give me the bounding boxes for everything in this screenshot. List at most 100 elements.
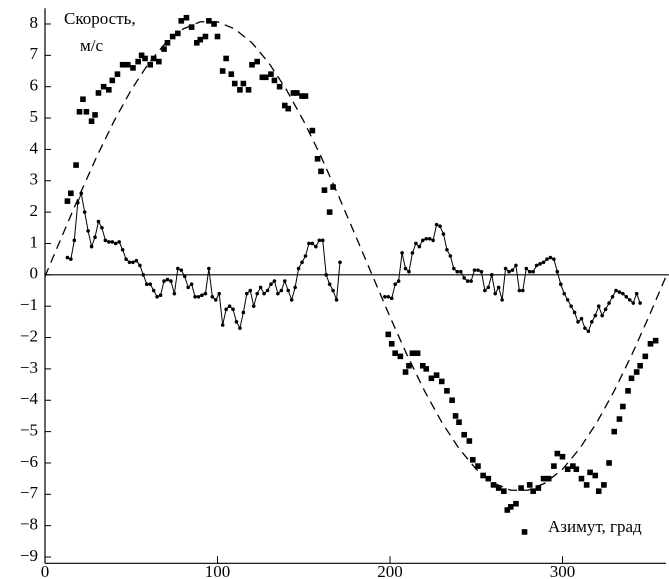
line-point	[127, 260, 132, 265]
data-point	[616, 416, 623, 422]
data-point	[268, 71, 274, 77]
line-point	[462, 276, 466, 280]
data-point	[214, 33, 221, 40]
data-point	[106, 87, 112, 93]
line-point	[279, 288, 284, 293]
data-point	[573, 466, 580, 473]
line-point	[441, 232, 446, 236]
y-tick-label: 6	[30, 76, 39, 95]
line-point	[590, 320, 594, 324]
data-point	[249, 61, 255, 68]
line-point	[307, 241, 311, 246]
line-point	[310, 241, 315, 246]
line-point	[113, 241, 118, 246]
line-point	[286, 288, 291, 293]
line-point	[155, 294, 159, 299]
x-tick-label: 200	[377, 562, 403, 579]
line-point	[541, 260, 546, 265]
data-point	[521, 529, 528, 535]
line-point	[445, 247, 449, 252]
series-line	[67, 191, 641, 333]
series-line	[44, 21, 667, 491]
data-point	[513, 500, 519, 507]
line-point	[627, 298, 632, 302]
data-point	[402, 369, 409, 375]
line-point	[603, 307, 608, 312]
data-point	[456, 419, 462, 425]
data-point	[452, 413, 459, 419]
line-point	[452, 266, 456, 271]
data-point	[231, 80, 238, 87]
data-point	[285, 105, 292, 112]
data-point	[647, 341, 654, 347]
line-point	[548, 255, 553, 260]
data-point	[161, 46, 167, 52]
data-point	[652, 337, 659, 344]
line-point	[521, 288, 525, 293]
data-point	[83, 108, 90, 115]
line-point	[289, 298, 294, 302]
data-point	[175, 30, 181, 37]
data-point	[130, 65, 136, 71]
line-point	[213, 298, 218, 302]
data-point	[271, 77, 278, 84]
data-point	[150, 55, 157, 62]
y-tick-label: −4	[20, 389, 39, 408]
line-point	[231, 307, 235, 312]
line-point	[65, 255, 70, 260]
line-point	[117, 240, 121, 244]
x-tick-label: 300	[550, 562, 576, 579]
line-point	[638, 301, 642, 305]
line-point	[472, 268, 477, 272]
data-point	[183, 14, 190, 21]
data-point	[428, 375, 435, 382]
data-point	[438, 378, 445, 385]
data-point	[119, 61, 126, 68]
line-point	[434, 222, 439, 227]
y-tick-label: −7	[20, 483, 39, 502]
line-point	[393, 282, 397, 287]
line-point	[586, 329, 591, 334]
line-point	[331, 288, 335, 293]
data-point	[466, 438, 473, 444]
line-point	[569, 304, 573, 308]
line-point	[176, 266, 180, 271]
data-point	[318, 168, 324, 175]
data-point	[219, 68, 226, 74]
data-point	[423, 366, 430, 372]
y-tick-label: −2	[20, 326, 38, 345]
line-point	[469, 279, 473, 283]
data-point	[388, 341, 395, 347]
line-point	[389, 296, 394, 301]
data-point	[606, 460, 612, 466]
line-point	[483, 288, 487, 293]
line-point	[272, 279, 277, 283]
line-point	[265, 288, 270, 293]
line-point	[583, 326, 587, 330]
data-point	[490, 482, 497, 488]
line-point	[527, 269, 532, 274]
line-point	[438, 224, 442, 229]
data-point	[142, 55, 148, 62]
line-point	[69, 257, 73, 261]
line-point	[148, 282, 153, 287]
data-point	[592, 472, 599, 479]
line-point	[234, 320, 239, 324]
line-point	[282, 279, 287, 283]
line-point	[334, 298, 339, 302]
data-point	[92, 112, 98, 118]
data-point	[554, 450, 561, 457]
line-point	[524, 266, 529, 271]
line-point	[258, 285, 263, 290]
line-point	[562, 291, 567, 296]
line-point	[169, 279, 173, 283]
data-point	[444, 388, 450, 394]
line-point	[100, 225, 104, 230]
line-point	[614, 288, 618, 293]
line-point	[565, 298, 570, 302]
data-point	[475, 463, 481, 469]
line-point	[486, 285, 491, 290]
data-point	[100, 83, 107, 90]
data-point	[545, 475, 552, 482]
